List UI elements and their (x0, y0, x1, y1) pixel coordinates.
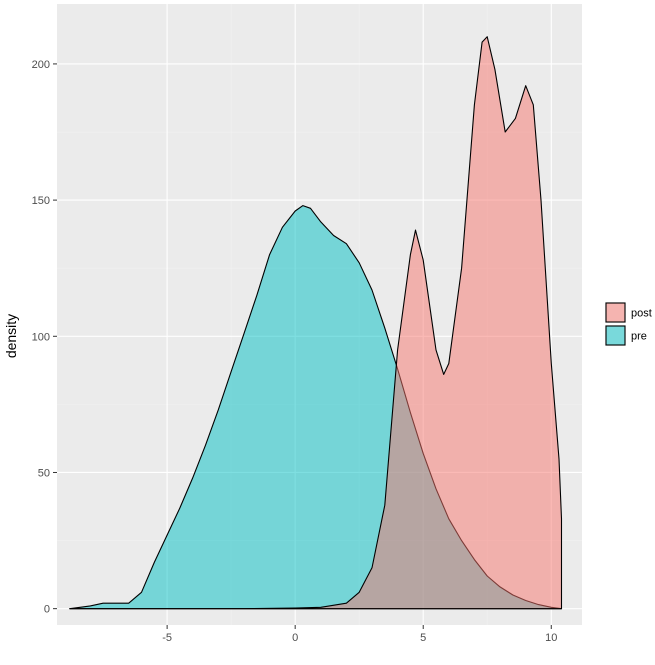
y-axis-title: density (3, 314, 19, 358)
y-tick-label: 200 (32, 59, 50, 71)
x-axis: -5 0 5 10 (162, 625, 557, 644)
density-areas (69, 36, 563, 610)
legend-key-post (605, 302, 626, 323)
y-tick-label: 100 (32, 331, 50, 343)
y-tick-label: 0 (44, 604, 50, 616)
x-tick-label: -5 (162, 632, 172, 644)
legend: post pre (605, 302, 652, 346)
legend-label-post: post (631, 308, 652, 320)
legend-label-pre: pre (631, 331, 647, 343)
x-tick-label: 10 (545, 632, 557, 644)
y-axis: 0 50 100 150 200 (32, 59, 57, 616)
x-tick-label: 0 (292, 632, 298, 644)
legend-key-pre (605, 325, 626, 346)
y-tick-label: 150 (32, 195, 50, 207)
density-area-post (69, 36, 563, 610)
y-tick-label: 50 (38, 467, 50, 479)
x-tick-label: 5 (420, 632, 426, 644)
